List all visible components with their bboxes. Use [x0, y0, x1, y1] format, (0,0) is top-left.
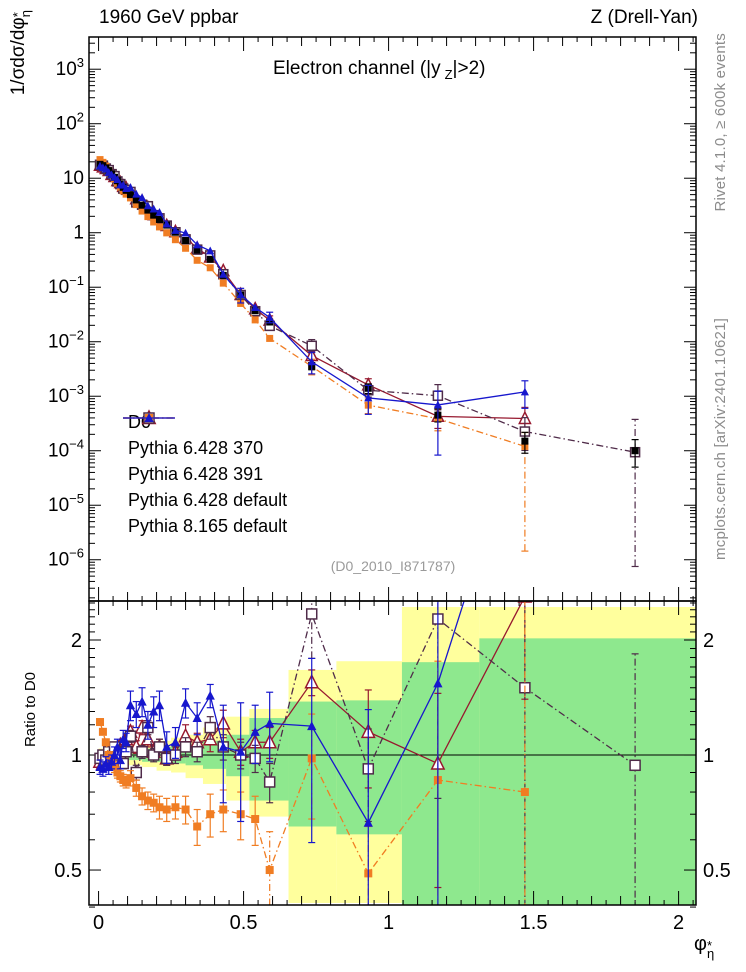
band-inner: [288, 701, 337, 827]
svg-text:0.5: 0.5: [230, 912, 258, 934]
plot-title-pre: Electron channel (|y: [273, 58, 441, 79]
svg-text:103: 103: [56, 55, 84, 80]
svg-text:1: 1: [71, 745, 82, 767]
header-process-label: Z (Drell-Yan): [590, 7, 698, 28]
svg-text:10−5: 10−5: [48, 491, 84, 516]
svg-text:2: 2: [71, 630, 82, 652]
svg-text:10−3: 10−3: [48, 382, 84, 407]
svg-text:1.5: 1.5: [520, 912, 548, 934]
x-axis-title: φ * η: [694, 933, 715, 961]
svg-text:10: 10: [63, 168, 84, 189]
legend-label: Pythia 6.428 370: [128, 437, 264, 458]
ratio-y-axis-title: Ratio to D0: [22, 672, 39, 748]
svg-text:0: 0: [93, 912, 104, 934]
plot-title-post: |>2): [452, 58, 486, 79]
legend-item-p6def: Pythia 6.428 default: [121, 414, 288, 513]
main-series-p370: [93, 157, 532, 436]
mcplots-arxiv-note: mcplots.cern.ch [arXiv:2401.10621]: [712, 318, 729, 560]
legend-marker-triangle-filled-icon: [123, 413, 175, 422]
header-beam-label: 1960 GeV ppbar: [99, 7, 239, 28]
band-inner: [479, 638, 696, 905]
svg-text:2: 2: [673, 912, 684, 934]
svg-text:10−4: 10−4: [48, 437, 84, 462]
plot-title-sub: Z: [444, 66, 453, 82]
x-axis-title-supsub: * η: [706, 937, 715, 961]
ratio-panel-frame: [88, 600, 697, 906]
svg-text:1: 1: [73, 223, 84, 244]
main-y-axis-title: 1/σdσ/dφ * η: [8, 10, 33, 96]
svg-text:1: 1: [703, 745, 714, 767]
svg-text:10−1: 10−1: [48, 273, 84, 298]
band-inner: [401, 662, 480, 905]
svg-text:0.5: 0.5: [703, 860, 731, 882]
svg-text:102: 102: [56, 110, 84, 135]
svg-text:10−6: 10−6: [48, 546, 84, 571]
legend-item-p8def: Pythia 8.165 default: [121, 413, 288, 539]
legend-item-p391: Pythia 6.428 391: [121, 412, 287, 487]
legend-item-p370: Pythia 6.428 370: [121, 409, 287, 461]
main-y-axis-title-text: 1/σdσ/dφ: [8, 17, 29, 96]
ratio-series-p8def: [95, 601, 465, 905]
analysis-id-watermark: (D0_2010_I871787): [330, 558, 456, 574]
x-axis-title-symbol: φ: [694, 933, 707, 955]
axis-tick-labels: 0 0.5 1 1.5 210310210110−110−210−310−410−510…: [48, 55, 731, 934]
axis-ticks: [89, 37, 696, 908]
plot-title: Electron channel (|y Z|>2): [273, 58, 485, 82]
legend-label: Pythia 6.428 default: [128, 489, 288, 510]
svg-text:0.5: 0.5: [54, 860, 82, 882]
legend: D0 Pythia 6.428 370 Pythia 6.428 391 Pythia…: [121, 409, 287, 539]
legend-label: Pythia 8.165 default: [128, 515, 288, 536]
generator-version-note: Rivet 4.1.0, ≥ 600k events: [712, 33, 729, 212]
legend-label: Pythia 6.428 391: [128, 463, 264, 484]
main-y-axis-title-supsub: * η: [9, 10, 33, 18]
svg-text:1: 1: [383, 912, 394, 934]
svg-text:10−2: 10−2: [48, 328, 84, 353]
svg-text:2: 2: [703, 630, 714, 652]
main-series-p8def: [95, 161, 529, 456]
